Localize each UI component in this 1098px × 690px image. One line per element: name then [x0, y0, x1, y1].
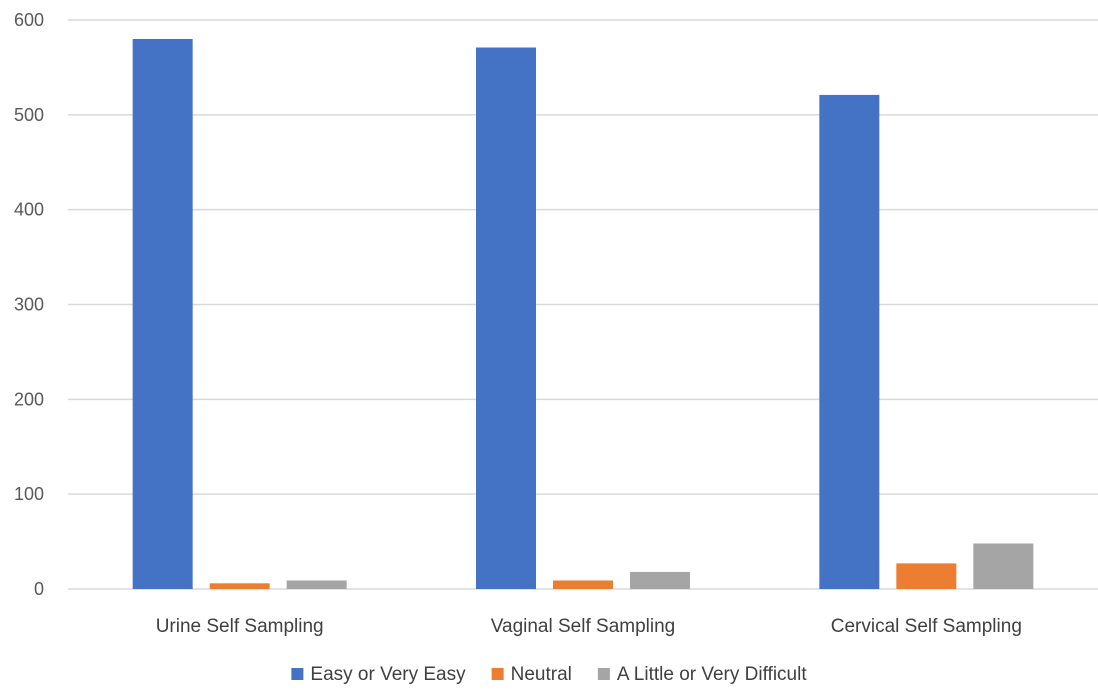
y-tick-label: 600	[14, 10, 44, 30]
x-category-label: Vaginal Self Sampling	[491, 616, 675, 637]
y-tick-label: 300	[14, 295, 44, 315]
bars	[132, 38, 1034, 590]
legend-label: Neutral	[511, 664, 572, 685]
legend-label: Easy or Very Easy	[310, 664, 466, 685]
bar-2-1	[209, 583, 270, 589]
y-axis-tick-labels: 0 100 200 300 400 500 600	[14, 10, 44, 599]
legend-item-3: A Little or Very Difficult	[597, 664, 807, 685]
y-tick-label: 200	[14, 389, 44, 409]
bar-1-1	[132, 38, 193, 589]
bar-3-1	[286, 580, 347, 589]
legend-label: A Little or Very Difficult	[617, 664, 807, 685]
legend-item-2: Neutral	[491, 664, 572, 685]
y-tick-label: 0	[34, 579, 44, 599]
legend-item-1: Easy or Very Easy	[291, 664, 466, 685]
bar-3-2	[630, 571, 690, 589]
bar-1-2	[476, 47, 536, 590]
bar-2-2	[553, 580, 613, 589]
legend-swatch	[291, 668, 304, 680]
x-category-label: Urine Self Sampling	[156, 616, 324, 637]
legend-swatch	[597, 668, 610, 680]
y-tick-label: 100	[14, 484, 44, 504]
legend-swatch	[491, 668, 504, 680]
bar-1-3	[819, 94, 880, 589]
x-axis-category-labels: Urine Self Sampling Vaginal Self Sampling…	[156, 616, 1022, 637]
legend: Easy or Very Easy Neutral A Little or Very…	[291, 664, 807, 685]
y-tick-label: 400	[14, 200, 44, 220]
x-category-label: Cervical Self Sampling	[831, 616, 1022, 637]
bar-3-3	[973, 543, 1034, 589]
gridlines	[68, 19, 1098, 590]
y-tick-label: 500	[14, 105, 44, 125]
bar-2-3	[896, 563, 957, 589]
